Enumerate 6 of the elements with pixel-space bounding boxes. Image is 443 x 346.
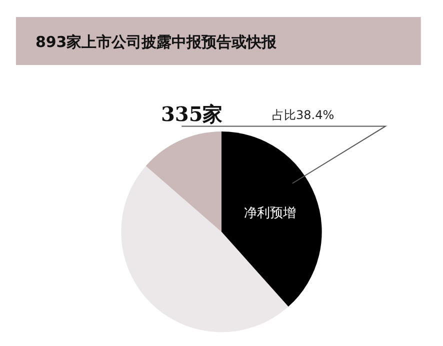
slice-label: 净利预增 (244, 206, 296, 221)
pie-slice (222, 131, 322, 307)
chart-title: 893家上市公司披露中报预告或快报 (35, 32, 278, 51)
text: 335家 (161, 102, 223, 126)
pie-slice (146, 131, 222, 232)
data-label: 占比38.4% (272, 108, 334, 122)
